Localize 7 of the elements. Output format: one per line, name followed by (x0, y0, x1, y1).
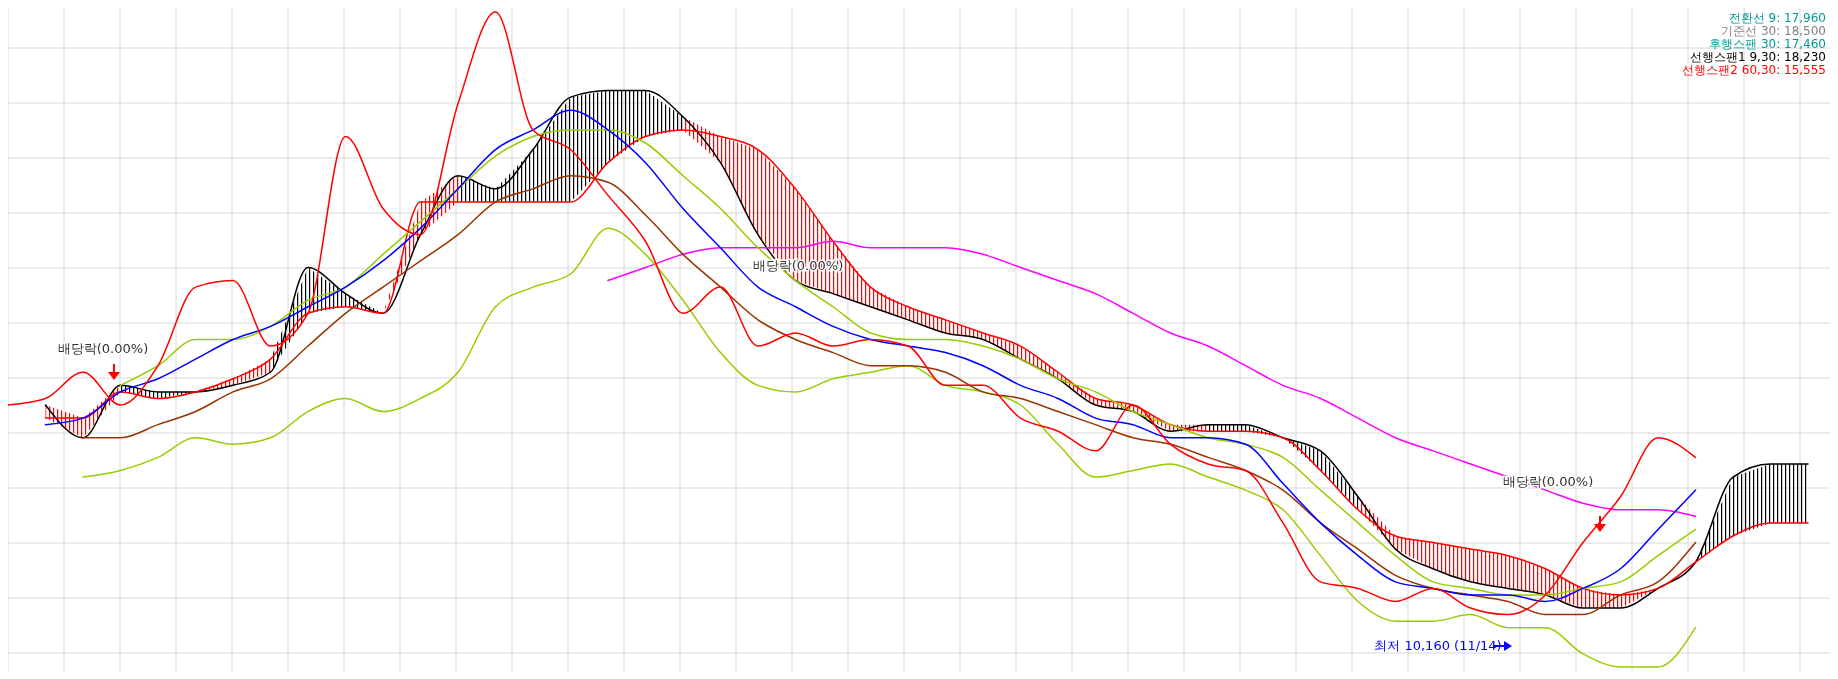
annotation: 최저 10,160 (11/14) (1374, 638, 1502, 653)
annotation: 전환선 9: 17,960 (1728, 11, 1826, 25)
annotation: 선행스팬1 9,30: 18,230 (1689, 50, 1826, 64)
annotation: 후행스팬 30: 17,460 (1709, 37, 1826, 51)
annotation: 기준선 30: 18,500 (1721, 24, 1826, 38)
annotation: 선행스팬2 60,30: 15,555 (1682, 63, 1826, 77)
annotation: 배당락(0.00%) (57, 341, 149, 356)
